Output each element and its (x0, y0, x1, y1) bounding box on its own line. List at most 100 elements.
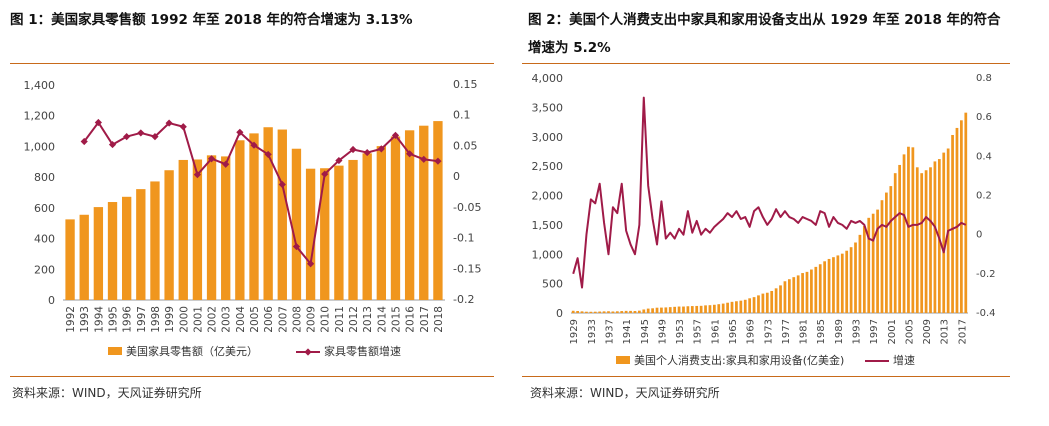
figure-2-x-tick-label: 2009 (922, 319, 933, 344)
figure-2-left-tick-label: 3,500 (532, 101, 564, 114)
figure-2-x-tick-label: 1953 (675, 319, 686, 344)
figure-1-legend-line-marker (304, 348, 312, 356)
figure-1-bar (390, 136, 401, 300)
figure-2-bar (876, 209, 879, 313)
figure-1-x-tick-label: 1992 (65, 306, 77, 333)
figure-2-bar (818, 264, 822, 313)
figure-2-bar (880, 200, 884, 313)
figure-2-bar (893, 173, 897, 313)
figure-1-x-tick-label: 2003 (221, 306, 233, 333)
figure-2-bar (717, 304, 721, 313)
figure-1-bar (79, 214, 89, 300)
figure-2-top-rule (522, 63, 1010, 64)
figure-2-right-tick-label: -0.4 (976, 308, 996, 319)
figure-1-bottom-rule (10, 376, 494, 377)
figure-2-left-tick-label: 500 (542, 278, 563, 291)
figure-1-growth-marker (306, 260, 315, 268)
figure-2-bar (757, 295, 760, 313)
figure-1-growth-marker (406, 150, 414, 158)
figure-1-bar (178, 159, 188, 300)
figure-2-x-tick-label: 2017 (957, 319, 968, 344)
figure-1-growth-marker (80, 137, 88, 146)
figure-2-legend-bar-label: 美国个人消费支出:家具和家用设备(亿美金) (634, 353, 844, 367)
figure-2-bar (752, 297, 756, 313)
figure-1-bar (93, 207, 104, 300)
figure-2-x-tick-label: 1969 (746, 319, 757, 344)
figure-1-x-tick-label: 2008 (291, 306, 303, 333)
figure-1-bar (206, 155, 217, 300)
figure-2-bar (779, 285, 782, 313)
figure-1-legend-bar-swatch (108, 347, 122, 355)
figure-2-bar (704, 305, 707, 313)
figure-2-bar (889, 186, 893, 313)
figure-2-bar (960, 120, 963, 313)
figure-2-bar (854, 242, 857, 313)
figure-2-bar (796, 275, 800, 313)
figure-2-bar (902, 154, 906, 313)
figure-1-growth-marker (165, 119, 173, 127)
figure-2-bar (867, 217, 871, 313)
figure-1-x-tick-label: 2016 (405, 306, 417, 333)
figure-2-bar (708, 305, 712, 313)
figure-1-bar (376, 146, 387, 300)
figure-2-x-tick-label: 1985 (816, 319, 827, 344)
figure-2-bar (580, 311, 584, 313)
figure-2-bar (673, 306, 677, 313)
figure-2-bar (664, 307, 668, 313)
figure-2-bar (774, 288, 778, 313)
figure-2-bar (920, 173, 924, 313)
figure-1-x-tick-label: 2017 (419, 306, 431, 333)
figure-1-bar (107, 202, 118, 300)
figure-1-bar (320, 168, 330, 300)
figure-2-bar (951, 134, 954, 313)
figure-2-bar (924, 170, 928, 313)
figure-2-x-tick-label: 1933 (587, 319, 598, 344)
figure-1-top-rule (10, 63, 494, 64)
figure-2-x-tick-label: 1981 (799, 319, 810, 344)
figure-2-bar (783, 281, 787, 313)
figure-1-x-tick-label: 1997 (136, 306, 148, 333)
figure-1-right-tick-label: -0.1 (453, 232, 474, 245)
figure-1-growth-marker (335, 156, 343, 165)
figure-1-growth-marker (222, 160, 230, 168)
figure-1-right-tick-label: -0.05 (453, 201, 481, 214)
figure-2-x-tick-label: 1945 (640, 319, 651, 344)
figure-2-bar (814, 266, 818, 313)
figure-1-x-tick-label: 2015 (390, 306, 402, 333)
figure-1-bar (404, 130, 415, 300)
figure-1-growth-marker (420, 155, 428, 163)
figure-2-bar (620, 311, 624, 313)
figure-2-bar (792, 277, 796, 313)
figure-2-x-tick-label: 1989 (834, 319, 845, 344)
figure-2-bar (726, 302, 729, 313)
figure-2-source: 资料来源：WIND，天风证券研究所 (530, 386, 720, 400)
figure-2-bar (748, 298, 752, 313)
figure-2-bar (915, 167, 919, 313)
figure-2-left-tick-label: 3,000 (532, 131, 564, 144)
figure-1-x-tick-label: 2009 (306, 306, 318, 333)
figure-2-bar (840, 253, 844, 313)
figure-2-x-tick-label: 2013 (940, 319, 951, 344)
figure-1-bar (334, 165, 344, 300)
figure-1-bar (305, 168, 316, 300)
figure-2-right-tick-label: 0.6 (976, 112, 992, 123)
figure-2-growth-line (572, 96, 967, 289)
figure-1-growth-marker (363, 148, 371, 157)
figure-1-bar (249, 133, 259, 300)
figure-2-left-tick-label: 2,500 (532, 160, 564, 173)
figure-1-x-tick-label: 2014 (376, 306, 388, 333)
figure-1-growth-marker (137, 129, 145, 137)
figure-1-bar (192, 159, 203, 300)
figure-1-left-tick-label: 1,400 (24, 79, 56, 92)
figure-2-legend-bar-swatch (616, 356, 630, 364)
figure-2-bar (576, 311, 579, 313)
figure-2-bar (699, 305, 703, 313)
figure-2-x-tick-label: 1941 (622, 319, 633, 344)
figure-2-left-tick-label: 1,500 (532, 219, 564, 232)
figure-2-x-tick-label: 1957 (693, 319, 704, 344)
figure-2-legend-line-label: 增速 (893, 353, 915, 367)
figure-2-x-tick-label: 1937 (604, 319, 615, 344)
figure-2-bar (660, 307, 663, 313)
figure-1-growth-marker (292, 242, 301, 251)
figure-2-right-tick-label: 0.4 (976, 151, 992, 162)
